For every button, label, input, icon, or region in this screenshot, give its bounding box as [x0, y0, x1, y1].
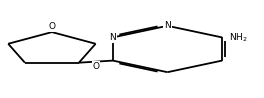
Text: N: N — [110, 33, 116, 42]
Text: NH$_2$: NH$_2$ — [229, 31, 247, 44]
Text: N: N — [164, 21, 171, 30]
Text: O: O — [92, 62, 99, 71]
Text: O: O — [48, 22, 55, 31]
